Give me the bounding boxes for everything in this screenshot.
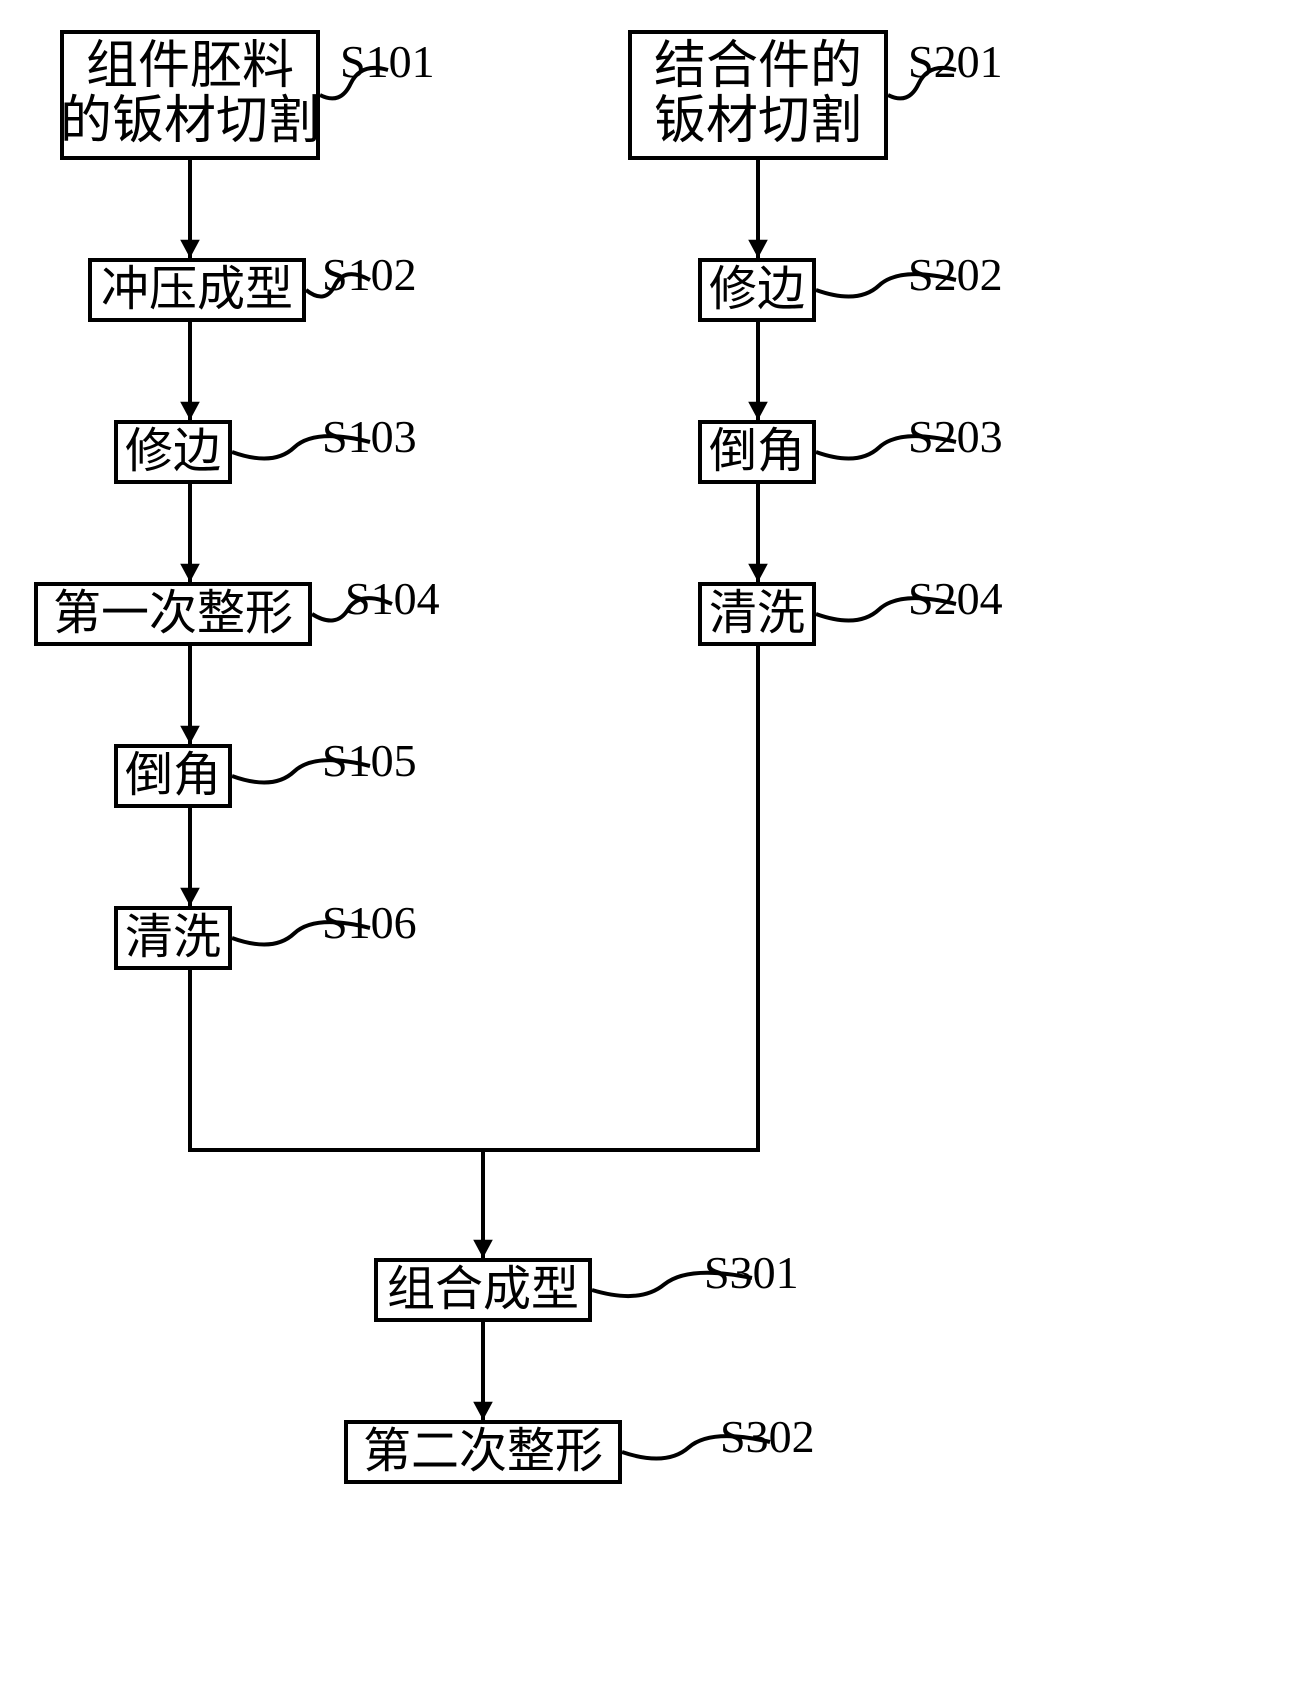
- flow-label-n105: S105: [322, 734, 417, 787]
- flow-node-n102: 冲压成型: [88, 258, 306, 322]
- flow-node-n202: 修边: [698, 258, 816, 322]
- flow-node-n106: 清洗: [114, 906, 232, 970]
- flow-node-n203: 倒角: [698, 420, 816, 484]
- flow-node-n101: 组件胚料 的钣材切割: [60, 30, 320, 160]
- flow-label-n202: S202: [908, 248, 1003, 301]
- flow-label-n106: S106: [322, 896, 417, 949]
- flow-node-n201: 结合件的 钣材切割: [628, 30, 888, 160]
- flow-node-n103: 修边: [114, 420, 232, 484]
- flow-label-n204: S204: [908, 572, 1003, 625]
- flow-label-n301: S301: [704, 1246, 799, 1299]
- flow-label-n104: S104: [345, 572, 440, 625]
- flow-label-n103: S103: [322, 410, 417, 463]
- flow-node-n105: 倒角: [114, 744, 232, 808]
- flow-node-n104: 第一次整形: [34, 582, 312, 646]
- flow-label-n101: S101: [340, 35, 435, 88]
- flow-node-n204: 清洗: [698, 582, 816, 646]
- flow-label-n203: S203: [908, 410, 1003, 463]
- flow-label-n102: S102: [322, 248, 417, 301]
- flow-node-n301: 组合成型: [374, 1258, 592, 1322]
- flowchart-svg: [0, 0, 1304, 1703]
- flow-node-n302: 第二次整形: [344, 1420, 622, 1484]
- flow-label-n302: S302: [720, 1410, 815, 1463]
- flow-label-n201: S201: [908, 35, 1003, 88]
